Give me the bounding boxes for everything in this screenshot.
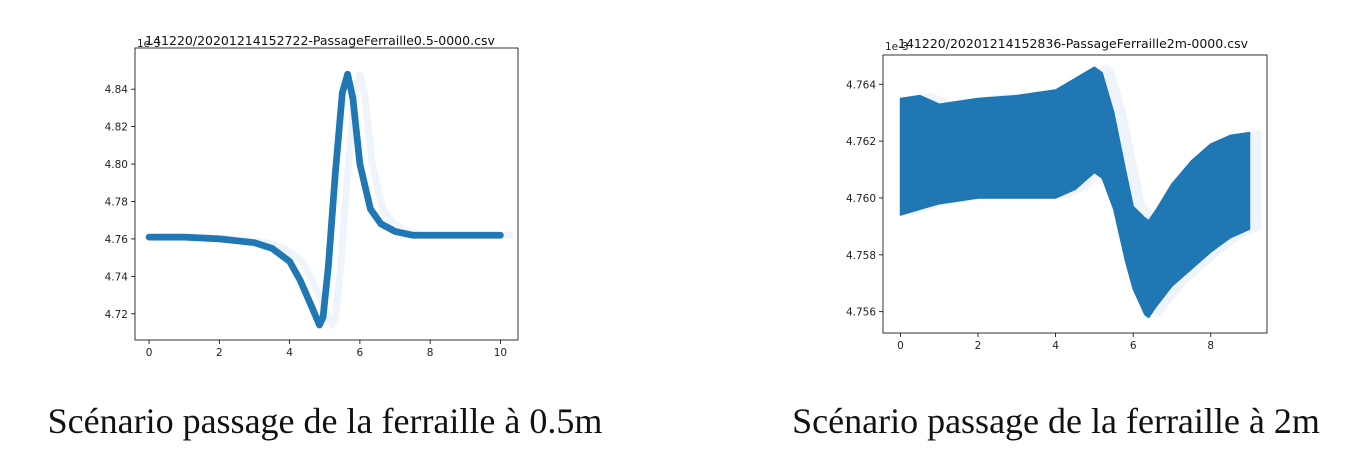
x-tick-label: 4: [1052, 340, 1059, 352]
chart-1-caption: Scénario passage de la ferraille à 0.5m: [48, 401, 603, 441]
chart-2-plot-frame: [882, 54, 1268, 334]
x-tick-label: 8: [427, 347, 434, 359]
ghost-line: [161, 70, 513, 329]
y-tick-label: 4.78: [105, 196, 128, 208]
chart-2-series: [899, 66, 1251, 319]
x-tick-label: 0: [146, 347, 153, 359]
chart-1-ghost-overlay: [161, 70, 513, 329]
y-tick-label: 4.80: [105, 159, 128, 171]
x-tick-label: 8: [1207, 340, 1214, 352]
chart-2-x-axis: 0 2 4 6 8: [897, 333, 1214, 352]
chart-2-y-axis: 4.756 4.758 4.760 4.762 4.764: [846, 79, 883, 319]
series-line: [145, 70, 504, 329]
y-tick-label: 4.74: [105, 271, 129, 283]
chart-2-title: 141220/20201214152836-PassageFerraille2m…: [898, 36, 1249, 51]
y-tick-label: 4.758: [846, 250, 876, 262]
x-tick-label: 2: [216, 347, 223, 359]
y-tick-label: 4.72: [105, 309, 128, 321]
y-tick-label: 4.762: [846, 136, 876, 148]
chart-1-y-axis: 4.72 4.74 4.76 4.78 4.80 4.82 4.84: [105, 84, 135, 321]
y-tick-label: 4.760: [846, 193, 876, 205]
chart-1-title: 141220/20201214152722-PassageFerraille0.…: [145, 33, 495, 48]
y-tick-label: 4.756: [846, 307, 876, 319]
chart-1: 0 2 4 6 8 10 4.72 4.74 4.76 4.78 4.80 4.82 4.84 1e-…: [48, 33, 603, 441]
x-tick-label: 6: [357, 347, 364, 359]
chart-2-offset-label: 1e-3: [885, 41, 909, 53]
y-tick-label: 4.82: [105, 122, 128, 134]
x-tick-label: 4: [286, 347, 293, 359]
chart-1-plot-frame: [134, 47, 519, 341]
y-tick-label: 4.76: [105, 234, 129, 246]
y-tick-label: 4.764: [846, 79, 876, 91]
chart-1-x-axis: 0 2 4 6 8 10: [146, 340, 507, 359]
chart-2: 0 2 4 6 8 4.756 4.758 4.760 4.762 4.764 1e-3 141…: [792, 36, 1320, 441]
chart-2-caption: Scénario passage de la ferraille à 2m: [792, 401, 1320, 441]
x-tick-label: 6: [1130, 340, 1137, 352]
y-tick-label: 4.84: [105, 84, 129, 96]
x-tick-label: 2: [975, 340, 982, 352]
series-envelope: [899, 66, 1251, 319]
x-tick-label: 10: [494, 347, 507, 359]
chart-1-offset-label: 1e-3: [137, 38, 161, 50]
x-tick-label: 0: [897, 340, 904, 352]
chart-1-series: [145, 70, 504, 329]
